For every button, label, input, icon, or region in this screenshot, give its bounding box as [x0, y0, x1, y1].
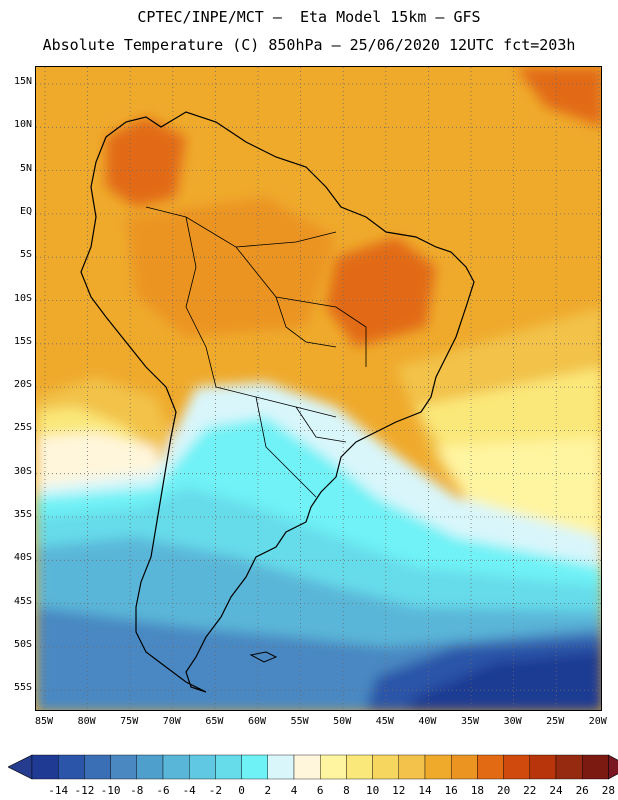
- graticule: [36, 67, 601, 710]
- colorbar-tick-label: 6: [316, 784, 324, 797]
- lat-label-5n: 5N: [19, 162, 32, 174]
- colorbar-tick-label: 22: [523, 784, 537, 797]
- colorbar-tick-label: 2: [264, 784, 272, 797]
- field-hot-colombia: [106, 117, 186, 207]
- colorbar-swatch: [162, 754, 190, 780]
- colorbar-tick-label: 12: [392, 784, 406, 797]
- field-cold-deepest: [407, 652, 601, 710]
- lat-label-15n: 15N: [13, 76, 32, 87]
- colorbar-tick-label: -14: [48, 784, 69, 797]
- colorbar-over-arrow: [608, 754, 618, 780]
- lon-label-80w: 80W: [77, 716, 96, 727]
- lat-label-15s: 15S: [13, 335, 32, 347]
- lat-label-eq: EQ: [19, 205, 32, 217]
- field-warm-amazon: [126, 197, 336, 337]
- colorbar-tick-label: -2: [208, 784, 223, 797]
- lon-label-70w: 70W: [162, 716, 181, 727]
- colorbar-tick-label: 10: [365, 784, 380, 797]
- lon-label-60w: 60W: [247, 716, 267, 727]
- lon-label-50w: 50W: [333, 716, 352, 727]
- colorbar-tick-label: 28: [601, 784, 616, 797]
- lat-label-10n: 10N: [13, 119, 32, 131]
- colorbar-tick-label: 18: [470, 784, 485, 797]
- colorbar-tick-label: 4: [290, 784, 298, 797]
- colorbar-tick-label: 26: [575, 784, 589, 797]
- lon-label-75w: 75W: [120, 716, 139, 727]
- field-hot-brazil-ne: [326, 237, 436, 347]
- chart-subtitle: Absolute Temperature (C) 850hPa – 25/06/…: [42, 36, 576, 54]
- lat-label-50s: 50S: [13, 638, 32, 650]
- lat-label-20s: 20S: [13, 379, 32, 391]
- lon-label-55w: 55W: [290, 716, 309, 727]
- lon-label-20w: 20W: [588, 716, 607, 727]
- colorbar-swatch: [110, 754, 137, 780]
- colorbar-tick-label: 0: [238, 784, 245, 797]
- colorbar-swatch: [555, 754, 583, 780]
- colorbar-swatch: [424, 754, 452, 780]
- colorbar-tick-label: -12: [74, 784, 95, 797]
- lat-label-5s: 5S: [19, 249, 32, 261]
- field-atlantic-paleyellow: [436, 437, 601, 547]
- country-borders: [145, 206, 367, 498]
- colorbar-swatch: [293, 754, 321, 780]
- colorbar-tick-label: -4: [182, 784, 196, 797]
- colorbar-tick-label: 8: [343, 784, 350, 797]
- colorbar-tick-label: -8: [130, 784, 144, 797]
- south-america-coastline: [80, 111, 475, 693]
- lat-label-35s: 35S: [13, 509, 32, 520]
- lat-label-55s: 55S: [13, 682, 32, 694]
- lon-label-25w: 25W: [546, 716, 565, 727]
- map-panel: [35, 66, 602, 711]
- colorbar-tick-label: -10: [100, 784, 121, 797]
- colorbar-swatch: [241, 754, 269, 780]
- colorbar-tick-label: 20: [496, 784, 511, 797]
- lat-label-30s: 30S: [13, 465, 32, 477]
- colorbar-swatch: [215, 754, 242, 780]
- lon-label-35w: 35W: [460, 716, 480, 727]
- lon-label-30w: 30W: [503, 716, 522, 727]
- lon-label-85w: 85W: [34, 716, 54, 727]
- lat-label-40s: 40S: [13, 552, 32, 564]
- colorbar-swatch: [398, 754, 426, 780]
- colorbar-swatch: [136, 754, 164, 780]
- lon-label-45w: 45W: [375, 716, 394, 727]
- colorbar-tick-label: 16: [444, 784, 458, 797]
- colorbar-swatch: [477, 754, 504, 780]
- colorbar-swatch: [529, 754, 557, 780]
- colorbar-tick-label: 24: [549, 784, 563, 797]
- colorbar-swatch: [451, 754, 478, 780]
- colorbar-swatch: [346, 754, 373, 780]
- colorbar-swatch: [188, 754, 216, 780]
- colorbar-swatch: [58, 754, 85, 780]
- colorbar-swatch: [503, 754, 531, 780]
- colorbar-under-arrow: [8, 754, 33, 780]
- colorbar-swatch: [582, 754, 609, 780]
- lat-label-45s: 45S: [13, 595, 32, 607]
- chart-title: CPTEC/INPE/MCT – Eta Model 15km – GFS: [137, 8, 481, 26]
- colorbar-swatch: [84, 754, 111, 780]
- colorbar-tick-label: -6: [156, 784, 170, 797]
- colorbar-swatch: [372, 754, 400, 780]
- lon-label-65w: 65W: [205, 716, 224, 727]
- colorbar-swatch: [267, 754, 295, 780]
- lon-label-40w: 40W: [418, 716, 437, 727]
- temperature-map: [36, 67, 601, 710]
- lat-label-10s: 10S: [13, 292, 32, 304]
- field-hot-caribbean: [516, 67, 601, 127]
- lat-label-25s: 25S: [13, 422, 32, 434]
- falkland-islands: [249, 651, 278, 663]
- colorbar-swatch: [31, 754, 59, 780]
- colorbar-tick-label: 14: [418, 784, 432, 797]
- colorbar-swatch: [320, 754, 347, 780]
- colorbar: [8, 754, 618, 780]
